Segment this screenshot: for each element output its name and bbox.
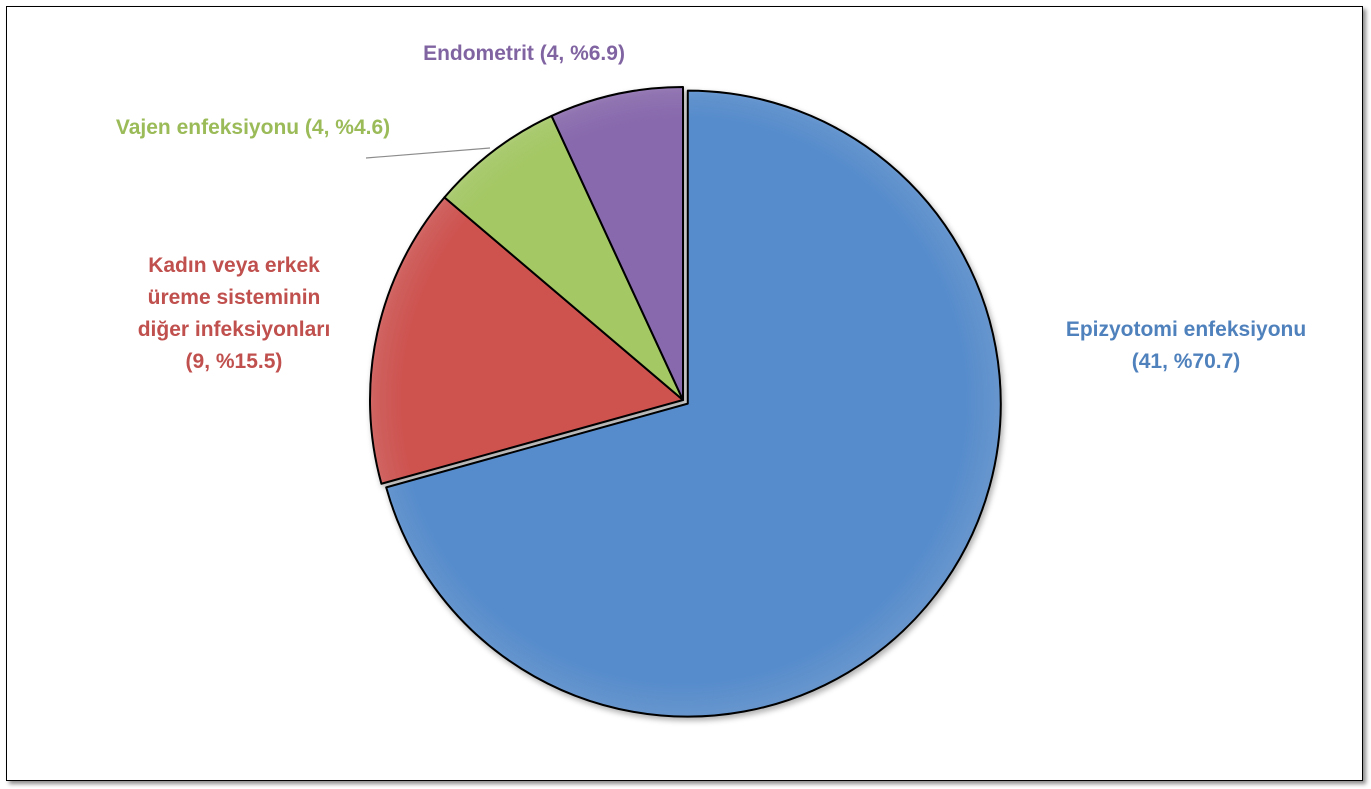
data-label-4: Endometrit (4, %6.9) [423,42,625,65]
pie-slice-1 [385,89,1002,718]
leader-line [365,147,491,159]
pie-slice-3 [443,114,684,401]
data-label-1: Epizyotomi enfeksiyonu (41, %70.7) [1066,318,1306,373]
data-label-line: Epizyotomi enfeksiyonu [1066,318,1306,341]
pie-slice-4 [550,86,684,401]
pie-slices [369,86,1002,718]
data-label-line: Vajen enfeksiyonu (4, %4.6) [116,116,390,139]
data-label-line: üreme sisteminin [148,286,321,309]
data-label-line: (41, %70.7) [1132,350,1241,373]
data-label-line: Endometrit (4, %6.9) [423,42,625,65]
pie-slice-2 [369,196,684,485]
data-label-line: Kadın veya erkek [148,254,320,277]
data-label-2: Kadın veya erkek üreme sisteminin diğer in… [138,254,331,373]
data-label-line: diğer infeksiyonları [138,318,331,341]
data-label-3: Vajen enfeksiyonu (4, %4.6) [116,116,390,139]
data-label-line: (9, %15.5) [186,350,283,373]
